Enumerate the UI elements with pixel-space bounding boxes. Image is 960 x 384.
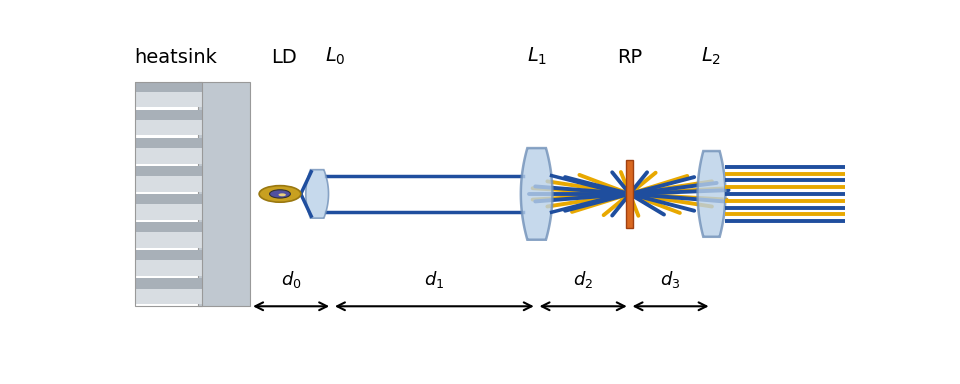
- Text: LD: LD: [271, 48, 297, 67]
- Text: $d_1$: $d_1$: [424, 269, 444, 290]
- Text: $d_0$: $d_0$: [281, 269, 301, 290]
- Text: heatsink: heatsink: [133, 48, 217, 67]
- FancyBboxPatch shape: [134, 232, 202, 248]
- Polygon shape: [521, 148, 552, 240]
- Text: $d_3$: $d_3$: [660, 269, 681, 290]
- Text: $d_2$: $d_2$: [573, 269, 593, 290]
- FancyBboxPatch shape: [199, 81, 251, 306]
- Circle shape: [278, 193, 286, 196]
- Text: $L_0$: $L_0$: [325, 45, 346, 67]
- FancyBboxPatch shape: [134, 289, 202, 304]
- FancyBboxPatch shape: [134, 110, 202, 120]
- FancyBboxPatch shape: [134, 92, 202, 108]
- Text: $L_1$: $L_1$: [526, 45, 547, 67]
- FancyBboxPatch shape: [134, 138, 202, 148]
- Circle shape: [259, 185, 300, 202]
- Text: RP: RP: [617, 48, 642, 67]
- FancyBboxPatch shape: [134, 204, 202, 220]
- FancyBboxPatch shape: [134, 81, 202, 92]
- Polygon shape: [698, 151, 726, 237]
- Text: $L_2$: $L_2$: [702, 45, 722, 67]
- FancyBboxPatch shape: [134, 176, 202, 192]
- FancyBboxPatch shape: [134, 166, 202, 176]
- FancyBboxPatch shape: [134, 222, 202, 232]
- FancyBboxPatch shape: [134, 148, 202, 164]
- FancyBboxPatch shape: [626, 160, 634, 228]
- FancyBboxPatch shape: [134, 250, 202, 260]
- FancyBboxPatch shape: [134, 120, 202, 136]
- FancyBboxPatch shape: [134, 194, 202, 204]
- FancyBboxPatch shape: [134, 278, 202, 289]
- FancyBboxPatch shape: [134, 260, 202, 276]
- Circle shape: [270, 190, 290, 198]
- Polygon shape: [306, 170, 328, 218]
